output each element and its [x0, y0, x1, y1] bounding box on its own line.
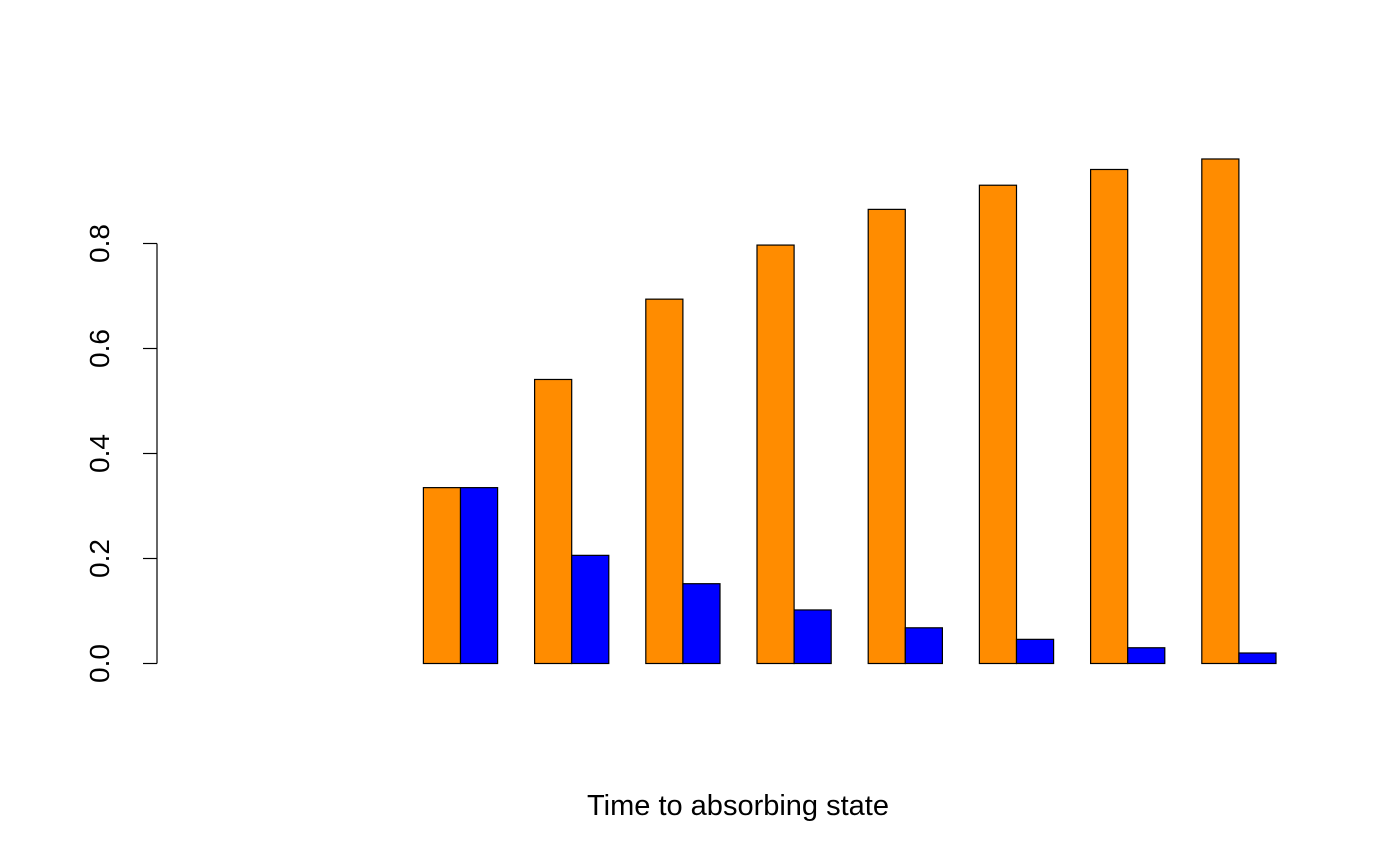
x-axis-title: Time to absorbing state [587, 790, 889, 822]
bar-series1-9 [1089, 168, 1129, 665]
y-tick-label: 0.6 [84, 329, 115, 368]
bar-series2-7 [904, 627, 943, 665]
bar-series1-4 [533, 378, 573, 665]
bar-series1-5 [645, 298, 684, 665]
bar-series1-3 [422, 487, 462, 665]
y-ticks: 0.0 0.2 0.4 0.6 0.8 [84, 224, 157, 683]
bar-series2-3 [459, 487, 499, 665]
bar-series2-4 [571, 554, 610, 665]
bar-series2-6 [793, 609, 832, 665]
y-axis: 0.0 0.2 0.4 0.6 0.8 [84, 224, 158, 683]
bar-series1-8 [978, 184, 1018, 665]
y-tick-label: 0.4 [84, 434, 115, 473]
bar-series2-5 [682, 583, 721, 665]
bars-group [422, 158, 1277, 665]
y-tick-label: 0.8 [84, 224, 115, 263]
bar-series1-6 [756, 244, 795, 665]
y-tick-label: 0.0 [84, 644, 115, 683]
bar-series1-7 [867, 208, 906, 665]
bar-series2-9 [1127, 647, 1166, 665]
bar-series1-10 [1201, 158, 1240, 665]
y-tick-label: 0.2 [84, 539, 115, 578]
bar-series2-10 [1238, 652, 1277, 665]
bar-series2-8 [1015, 638, 1055, 665]
